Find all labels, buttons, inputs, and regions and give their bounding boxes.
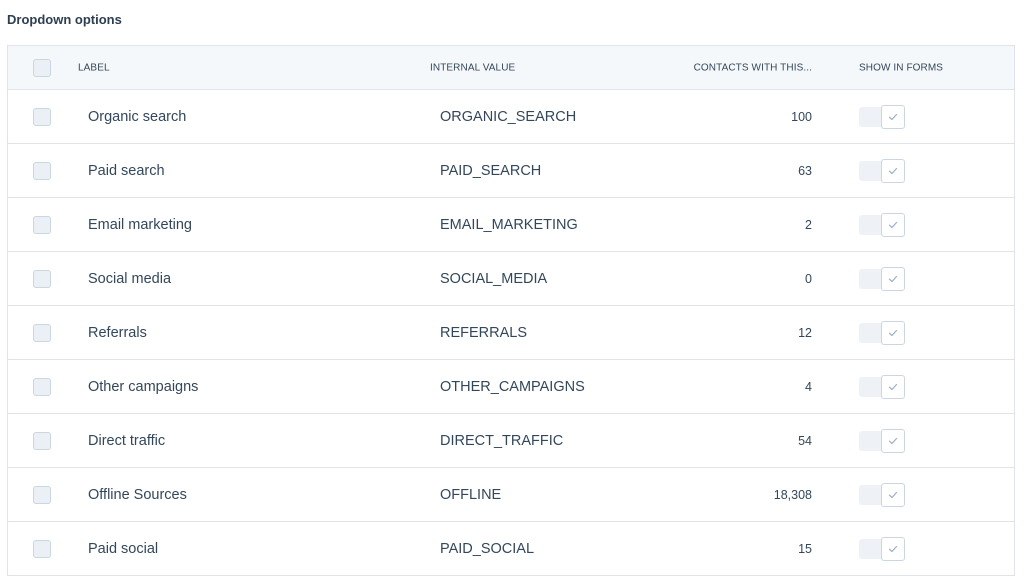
row-checkbox[interactable] [33, 431, 51, 450]
option-contacts-count: 63 [798, 163, 812, 178]
toggle-knob[interactable] [881, 104, 905, 129]
option-label: Social media [88, 270, 172, 287]
option-contacts-count: 15 [798, 541, 812, 556]
option-contacts-count: 4 [805, 379, 812, 394]
option-internal-value: PAID_SEARCH [440, 162, 542, 179]
column-header-internal-value[interactable]: INTERNAL VALUE [430, 62, 516, 73]
column-header-contacts[interactable]: CONTACTS WITH THIS... [693, 62, 812, 73]
table-row: Referrals REFERRALS 12 [8, 306, 1014, 360]
option-internal-value: DIRECT_TRAFFIC [440, 432, 564, 449]
show-in-forms-toggle[interactable] [859, 104, 907, 130]
option-label: Offline Sources [88, 486, 187, 503]
column-header-label[interactable]: LABEL [78, 62, 110, 73]
show-in-forms-toggle[interactable] [859, 374, 907, 400]
check-icon [888, 275, 898, 282]
check-icon [888, 437, 898, 444]
toggle-knob[interactable] [881, 320, 905, 345]
check-icon [888, 545, 898, 552]
row-checkbox[interactable] [33, 377, 51, 396]
row-checkbox[interactable] [33, 323, 51, 342]
option-label: Organic search [88, 108, 187, 125]
option-internal-value: OFFLINE [440, 486, 502, 503]
dropdown-options-table: LABEL INTERNAL VALUE CONTACTS WITH THIS.… [7, 45, 1015, 576]
option-contacts-count: 18,308 [773, 487, 812, 502]
option-contacts-count: 0 [805, 271, 812, 286]
option-internal-value: OTHER_CAMPAIGNS [440, 378, 585, 395]
show-in-forms-toggle[interactable] [859, 320, 907, 346]
option-internal-value: REFERRALS [440, 324, 528, 341]
row-checkbox[interactable] [33, 269, 51, 288]
option-internal-value: ORGANIC_SEARCH [440, 108, 577, 125]
row-checkbox[interactable] [33, 539, 51, 558]
toggle-knob[interactable] [881, 536, 905, 561]
show-in-forms-toggle[interactable] [859, 536, 907, 562]
option-internal-value: PAID_SOCIAL [440, 540, 535, 557]
option-contacts-count: 12 [798, 325, 812, 340]
column-header-show-in-forms[interactable]: SHOW IN FORMS [859, 62, 944, 73]
toggle-knob[interactable] [881, 266, 905, 291]
check-icon [888, 221, 898, 228]
show-in-forms-toggle[interactable] [859, 266, 907, 292]
check-icon [888, 167, 898, 174]
toggle-knob[interactable] [881, 428, 905, 453]
table-row: Email marketing EMAIL_MARKETING 2 [8, 198, 1014, 252]
row-checkbox[interactable] [33, 161, 51, 180]
table-row: Paid search PAID_SEARCH 63 [8, 144, 1014, 198]
show-in-forms-toggle[interactable] [859, 212, 907, 238]
show-in-forms-toggle[interactable] [859, 482, 907, 508]
table-body: Organic search ORGANIC_SEARCH 100 Paid s… [8, 90, 1014, 575]
table-row: Paid social PAID_SOCIAL 15 [8, 522, 1014, 575]
table-row: Direct traffic DIRECT_TRAFFIC 54 [8, 414, 1014, 468]
option-label: Referrals [88, 324, 147, 341]
toggle-knob[interactable] [881, 212, 905, 237]
option-contacts-count: 100 [791, 109, 812, 124]
toggle-knob[interactable] [881, 482, 905, 507]
check-icon [888, 491, 898, 498]
check-icon [888, 329, 898, 336]
option-internal-value: SOCIAL_MEDIA [440, 270, 548, 287]
option-internal-value: EMAIL_MARKETING [440, 216, 578, 233]
row-checkbox[interactable] [33, 215, 51, 234]
toggle-knob[interactable] [881, 374, 905, 399]
row-checkbox[interactable] [33, 485, 51, 504]
section-title: Dropdown options [7, 12, 122, 27]
option-label: Paid search [88, 162, 165, 179]
option-contacts-count: 54 [798, 433, 812, 448]
table-row: Organic search ORGANIC_SEARCH 100 [8, 90, 1014, 144]
toggle-knob[interactable] [881, 158, 905, 183]
option-label: Direct traffic [88, 432, 166, 449]
check-icon [888, 113, 898, 120]
table-row: Offline Sources OFFLINE 18,308 [8, 468, 1014, 522]
table-header: LABEL INTERNAL VALUE CONTACTS WITH THIS.… [8, 46, 1014, 90]
check-icon [888, 383, 898, 390]
option-contacts-count: 2 [805, 217, 812, 232]
table-row: Other campaigns OTHER_CAMPAIGNS 4 [8, 360, 1014, 414]
show-in-forms-toggle[interactable] [859, 428, 907, 454]
table-row: Social media SOCIAL_MEDIA 0 [8, 252, 1014, 306]
row-checkbox[interactable] [33, 107, 51, 126]
show-in-forms-toggle[interactable] [859, 158, 907, 184]
option-label: Other campaigns [88, 378, 199, 395]
option-label: Paid social [88, 540, 159, 557]
select-all-checkbox[interactable] [33, 58, 51, 77]
option-label: Email marketing [88, 216, 192, 233]
